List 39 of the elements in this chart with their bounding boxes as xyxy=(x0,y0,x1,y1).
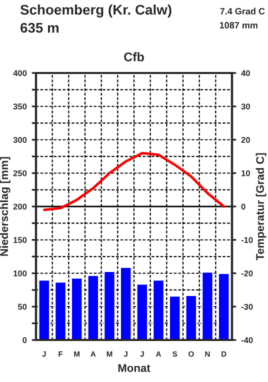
y-tick-label: 150 xyxy=(14,237,27,243)
bar xyxy=(86,274,100,340)
y2-tick-label: 20 xyxy=(241,136,250,143)
line-series xyxy=(42,152,226,212)
bar xyxy=(218,272,230,340)
chart-subtitle: Cfb xyxy=(124,52,144,62)
y-tick-label: 300 xyxy=(13,136,27,143)
y2-tick-label: 0 xyxy=(241,204,246,210)
y-tick-label: 50 xyxy=(18,304,27,310)
y2-tick-label: -10 xyxy=(241,237,253,243)
chart-title: Schoemberg (Kr. Calw) xyxy=(20,4,172,18)
bar xyxy=(201,271,214,340)
text: 7.4 Grad C xyxy=(220,8,265,14)
x-axis-title: Monat xyxy=(118,364,150,372)
y-tick-label: 0 xyxy=(22,337,27,344)
bar xyxy=(38,279,50,340)
bar xyxy=(168,295,182,340)
y-tick-label: 100 xyxy=(14,270,27,276)
y2-tick-label: 30 xyxy=(241,104,250,110)
y2-axis-title: Temperatur [Grad C] xyxy=(256,153,266,260)
text: 635 m xyxy=(20,22,59,33)
y-tick-label: 350 xyxy=(13,104,27,110)
bar xyxy=(184,294,198,340)
bar xyxy=(120,266,132,340)
y-tick-label: 200 xyxy=(13,204,27,210)
bar xyxy=(152,279,165,340)
y2-tick-label: -40 xyxy=(241,337,253,344)
bar xyxy=(136,283,148,340)
bar xyxy=(54,281,67,340)
bar xyxy=(103,270,116,340)
y2-tick-label: 10 xyxy=(242,170,250,176)
y2-tick-label: -30 xyxy=(241,304,253,310)
y2-tick-label: 40 xyxy=(241,70,250,76)
bar xyxy=(70,277,84,340)
y-tick-label: 400 xyxy=(13,70,27,76)
y-tick-label: 250 xyxy=(13,170,27,176)
y2-tick-label: -20 xyxy=(241,270,253,276)
text: 1087 mm xyxy=(220,22,258,28)
y-axis-title: Niederschlag [mm] xyxy=(0,157,10,256)
